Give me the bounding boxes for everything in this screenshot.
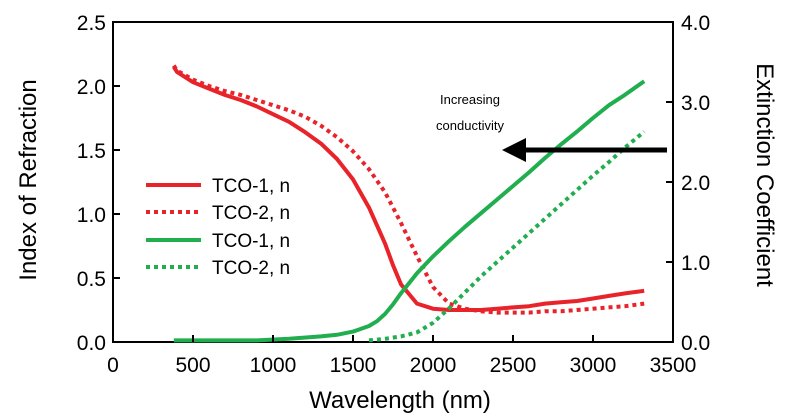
legend-item-tco2-n-red: TCO-2, n [146,203,290,224]
left-arrow-icon [502,138,526,162]
legend-label: TCO-1, n [212,176,290,197]
x-tick-label: 3500 [650,354,697,377]
legend-label: TCO-1, n [212,231,290,252]
annotation-line-1: Increasing [440,92,500,107]
legend-item-tco2-n-green: TCO-2, n [146,258,290,279]
legend-item-tco1-n-green: TCO-1, n [146,231,290,252]
x-tick-label: 1000 [250,354,297,377]
plot-border [112,21,674,343]
series-line-red-dotted [172,64,645,315]
y-axis-title: Index of Refraction [15,79,42,280]
x-tick-label: 0 [107,354,119,377]
annotation-line-2: conductivity [436,118,504,133]
series-layer [172,64,646,343]
y2-tick-label: 0.0 [681,332,710,355]
x-tick-label: 3000 [570,354,617,377]
y-tick-label: 1.5 [77,140,106,163]
y2-tick-label: 3.0 [681,92,710,115]
series-line-green-solid [173,79,646,343]
x-tick-label: 2500 [490,354,537,377]
y-tick-label: 0.0 [77,332,106,355]
series-line-green-dotted [368,130,646,343]
x-tick-label: 1500 [330,354,377,377]
y-tick-label: 2.5 [77,12,106,35]
legend-label: TCO-2, n [212,203,290,224]
series-line-red-solid [172,65,645,312]
y-tick-label: 1.0 [77,204,106,227]
y2-tick-label: 4.0 [681,12,710,35]
y2-tick-label: 2.0 [681,172,710,195]
legend-item-tco1-n-red: TCO-1, n [146,176,290,197]
legend: TCO-1, n TCO-2, n TCO-1, n TCO-2, n [146,176,290,279]
y-tick-label: 0.5 [77,268,106,291]
x-tick-label: 500 [175,354,210,377]
y2-tick-label: 1.0 [681,252,710,275]
legend-label: TCO-2, n [212,258,290,279]
plot-area [112,21,674,343]
conductivity-annotation: Increasing conductivity [436,92,667,162]
x-tick-label: 2000 [410,354,457,377]
x-axis-title: Wavelength (nm) [309,387,491,414]
y2-axis-title: Extinction Coefficient [751,63,778,287]
y-tick-label: 2.0 [77,76,106,99]
ticks-layer: 0 500 1000 1500 2000 2500 3000 35000.00.51.01.5… [77,12,710,377]
